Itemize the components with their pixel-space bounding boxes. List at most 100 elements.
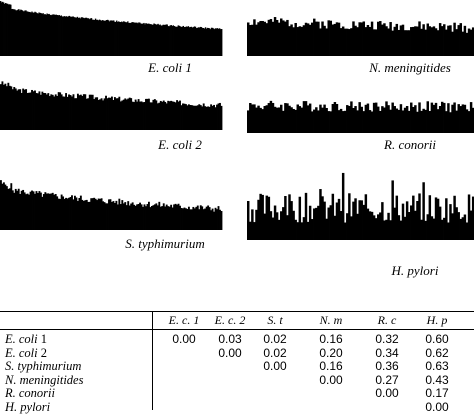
histogram-bar xyxy=(1,183,4,230)
histogram-bar xyxy=(119,204,122,230)
histogram-bar xyxy=(172,25,174,56)
histogram-bar xyxy=(121,21,123,57)
histogram-bar xyxy=(300,222,304,240)
histogram-bar xyxy=(327,20,330,56)
histogram-bar xyxy=(20,92,23,130)
histogram-bar xyxy=(247,110,250,133)
histogram-bar xyxy=(42,92,45,130)
histogram-bar xyxy=(148,201,150,230)
histogram-ecoli1-svg xyxy=(0,1,223,57)
histogram-bar xyxy=(358,200,361,240)
histogram-bar xyxy=(271,217,275,240)
histogram-bar xyxy=(443,217,446,240)
histogram-bar xyxy=(282,207,285,240)
histogram-bar xyxy=(220,105,223,130)
histogram-bar xyxy=(329,111,333,133)
histogram-bar xyxy=(159,206,162,230)
histogram-bar xyxy=(284,21,287,56)
histogram-bar xyxy=(146,98,149,130)
histogram-bar xyxy=(22,88,25,130)
histogram-bar xyxy=(457,25,460,56)
histogram-bar xyxy=(410,27,413,56)
histogram-bar xyxy=(38,12,40,56)
histogram-bar xyxy=(54,194,57,230)
table-cell: 0.63 xyxy=(425,359,449,374)
histogram-bar xyxy=(62,16,64,57)
histogram-bar xyxy=(108,97,110,130)
histogram-bar xyxy=(5,2,7,56)
histogram-bar xyxy=(418,21,421,57)
histogram-bar xyxy=(90,18,93,56)
histogram-bar xyxy=(306,221,310,240)
histogram-bar xyxy=(424,29,427,56)
histogram-bar xyxy=(109,20,112,56)
histogram-bar xyxy=(99,198,102,230)
histogram-bar xyxy=(436,30,440,56)
histogram-bar xyxy=(149,207,152,230)
histogram-bar xyxy=(273,205,277,240)
histogram-bar xyxy=(389,22,392,56)
histogram-bar xyxy=(360,200,363,240)
histogram-bar xyxy=(192,27,195,56)
histogram-bar xyxy=(45,94,48,130)
histogram-bar xyxy=(315,207,318,240)
histogram-bar xyxy=(38,91,41,130)
histogram-bar xyxy=(154,23,156,56)
histogram-bar xyxy=(372,215,376,240)
histogram-bar xyxy=(45,14,47,56)
histogram-bar xyxy=(103,20,106,56)
table-cell: 0.00 xyxy=(319,372,343,387)
histogram-bar xyxy=(136,101,139,130)
histogram-bar xyxy=(465,109,469,133)
histogram-bar xyxy=(220,29,223,56)
histogram-bar xyxy=(424,109,427,133)
histogram-bar xyxy=(430,102,434,133)
histogram-bar xyxy=(356,27,359,56)
histogram-bar xyxy=(302,101,306,133)
histogram-bar xyxy=(17,89,20,130)
histogram-bar xyxy=(23,192,26,230)
histogram-bar xyxy=(296,27,299,56)
histogram-bar xyxy=(294,219,297,240)
histogram-bar xyxy=(207,106,210,130)
histogram-bar xyxy=(165,204,168,230)
histogram-bar xyxy=(17,9,19,56)
histogram-bar xyxy=(29,11,31,56)
histogram-bar xyxy=(144,24,146,56)
histogram-bar xyxy=(7,82,10,130)
histogram-bar xyxy=(133,204,136,230)
histogram-bar xyxy=(80,17,83,56)
histogram-bar xyxy=(191,27,194,56)
histogram-bar xyxy=(21,10,23,57)
histogram-bar xyxy=(213,211,215,230)
histogram-bar xyxy=(339,108,343,133)
histogram-bar xyxy=(142,23,144,56)
histogram-bar xyxy=(155,100,158,130)
histogram-bar xyxy=(59,15,61,56)
histogram-bar xyxy=(403,107,407,133)
histogram-bar xyxy=(315,21,318,57)
histogram-bar xyxy=(78,95,81,130)
histogram-bar xyxy=(183,27,186,56)
histogram-bar xyxy=(107,20,110,56)
histogram-bar xyxy=(82,200,85,230)
histogram-bar xyxy=(199,205,202,230)
histogram-bar xyxy=(102,201,104,230)
histogram-bar xyxy=(79,94,82,130)
histogram-bar xyxy=(383,23,386,57)
histogram-bar xyxy=(197,27,200,56)
histogram-bar xyxy=(164,206,167,230)
histogram-bar xyxy=(387,28,390,56)
histogram-bar xyxy=(391,30,394,56)
histogram-bar xyxy=(45,193,48,230)
histogram-bar xyxy=(17,188,20,230)
histogram-bar xyxy=(146,23,148,57)
histogram-bar xyxy=(356,110,359,133)
histogram-bar xyxy=(395,23,399,56)
table-top-rule xyxy=(0,311,474,312)
histogram-bar xyxy=(306,23,310,57)
histogram-bar xyxy=(169,25,171,56)
histogram-bar xyxy=(471,196,474,240)
histogram-bar xyxy=(142,102,144,130)
histogram-bar xyxy=(438,106,442,133)
